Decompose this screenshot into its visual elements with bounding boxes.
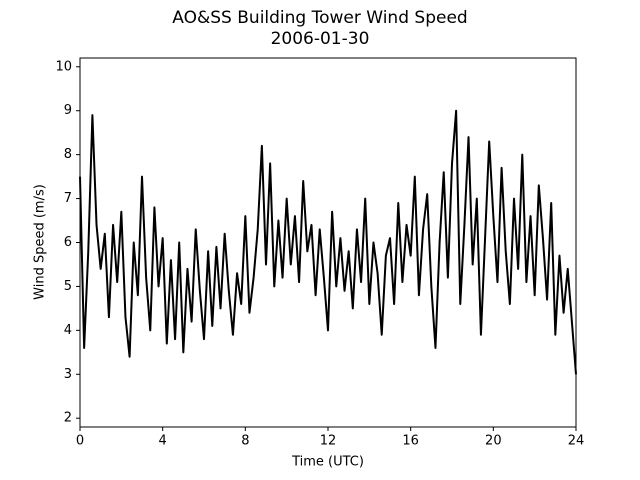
y-tick-label: 2 [64,411,72,426]
chart-title: AO&SS Building Tower Wind Speed [172,8,467,28]
chart-subtitle: 2006-01-30 [271,29,370,49]
data-line [79,109,577,375]
y-tick-label: 10 [55,59,72,74]
y-tick-label: 4 [64,323,72,338]
x-tick-label: 12 [320,434,337,449]
x-tick-label: 0 [76,434,84,449]
x-tick-label: 24 [568,434,585,449]
x-tick-label: 20 [485,434,502,449]
x-tick-label: 8 [241,434,249,449]
y-tick-label: 7 [64,191,72,206]
x-axis-label: Time (UTC) [291,455,364,470]
y-axis-label: Wind Speed (m/s) [33,184,48,300]
y-tick-label: 6 [64,235,72,250]
plot-frame [79,57,577,428]
y-tick-label: 5 [64,279,72,294]
y-tick-label: 9 [64,103,72,118]
x-tick-label: 4 [159,434,167,449]
y-tick-label: 3 [64,367,72,382]
x-tick-label: 16 [402,434,419,449]
y-tick-label: 8 [64,147,72,162]
